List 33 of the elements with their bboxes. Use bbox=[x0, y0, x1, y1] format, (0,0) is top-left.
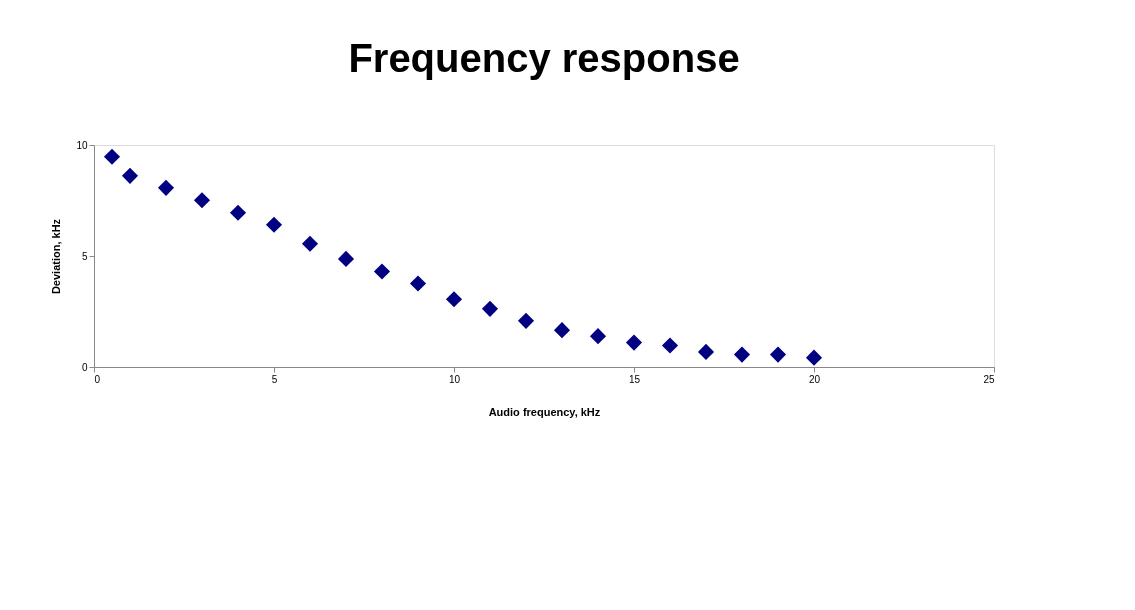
x-tick-label: 5 bbox=[271, 373, 278, 385]
point bbox=[229, 204, 247, 221]
point bbox=[337, 250, 355, 267]
point bbox=[517, 312, 535, 329]
point bbox=[193, 192, 211, 209]
point bbox=[805, 349, 823, 366]
point bbox=[301, 235, 319, 252]
y-axis-title: Deviation, kHz bbox=[50, 218, 63, 295]
x-tick-label: 20 bbox=[808, 373, 821, 385]
point bbox=[445, 291, 463, 308]
point bbox=[697, 343, 715, 360]
point bbox=[661, 337, 679, 354]
point bbox=[553, 322, 571, 339]
point bbox=[589, 328, 607, 345]
y-tick-label: 10 bbox=[76, 139, 88, 151]
point bbox=[265, 216, 283, 233]
point bbox=[769, 346, 787, 363]
point bbox=[121, 167, 139, 184]
point bbox=[409, 275, 427, 292]
point bbox=[481, 300, 499, 317]
x-tick-label: 0 bbox=[94, 373, 101, 385]
chart-title: Frequency response bbox=[348, 36, 740, 80]
point bbox=[733, 346, 751, 363]
y-tick-label: 0 bbox=[81, 361, 88, 373]
x-axis-title: Audio frequency, kHz bbox=[488, 405, 601, 418]
point bbox=[157, 179, 175, 196]
x-tick-label: 10 bbox=[448, 373, 461, 385]
x-tick-label: 15 bbox=[628, 373, 641, 385]
y-tick-label: 5 bbox=[81, 250, 88, 262]
point bbox=[373, 263, 391, 280]
point bbox=[103, 148, 121, 165]
point bbox=[625, 334, 643, 351]
x-tick-label: 25 bbox=[983, 373, 995, 385]
